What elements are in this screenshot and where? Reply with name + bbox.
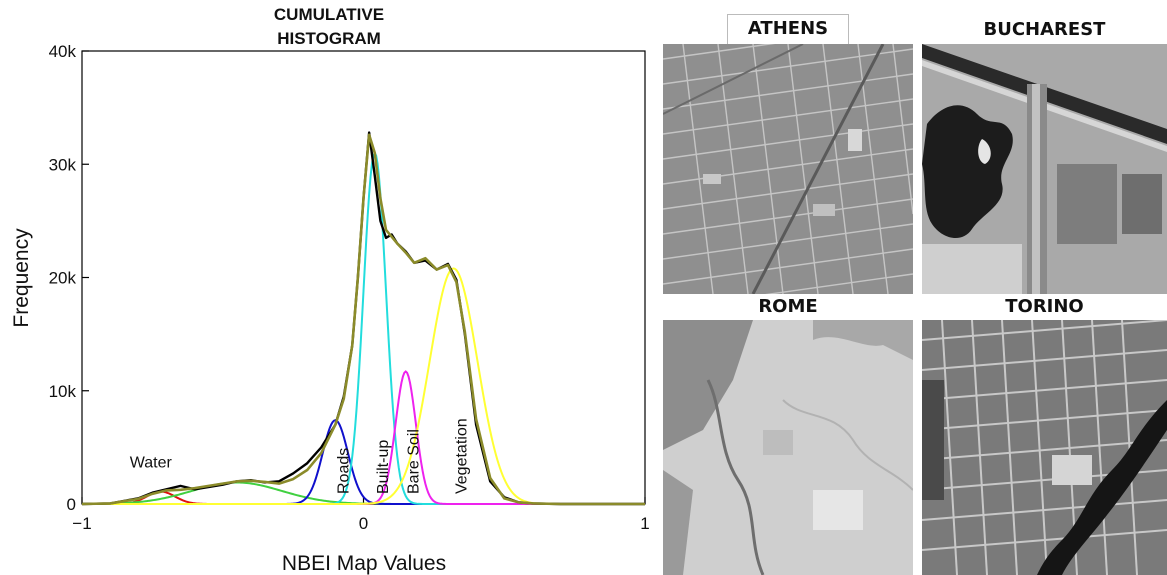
- x-tick-label: 1: [640, 514, 649, 533]
- bucharest-label: BUCHAREST: [983, 19, 1106, 40]
- component-label: Water: [130, 454, 173, 471]
- fit-line: [81, 133, 645, 506]
- y-tick-label: 40k: [49, 42, 77, 61]
- x-tick-label: 0: [359, 514, 368, 533]
- y-tick-label: 10k: [49, 382, 77, 401]
- y-tick-label: 20k: [49, 269, 77, 288]
- torino-label: TORINO: [1005, 296, 1084, 317]
- athens-satellite-image: [663, 44, 913, 294]
- chart-title-line-2: HISTOGRAM: [277, 29, 381, 48]
- component-label: Built-up: [375, 440, 392, 494]
- component-label: Vegetation: [454, 418, 471, 494]
- rome-satellite-image: [663, 320, 913, 575]
- x-tick-label: −1: [72, 514, 91, 533]
- chart-title-line-1: CUMULATIVE: [274, 5, 384, 24]
- athens-label: ATHENS: [747, 18, 829, 39]
- athens-label-box: [727, 14, 849, 46]
- bucharest-satellite-image: [922, 44, 1167, 294]
- component-label: Roads: [335, 448, 352, 494]
- component-label: Bare Soil: [406, 429, 423, 494]
- y-tick-label: 30k: [49, 155, 77, 174]
- component-curve: [82, 370, 645, 505]
- rome-label: ROME: [758, 296, 818, 317]
- y-tick-label: 0: [67, 495, 76, 514]
- y-axis-label: Frequency: [10, 228, 33, 328]
- x-axis-label: NBEI Map Values: [282, 552, 446, 575]
- torino-satellite-image: [922, 320, 1167, 575]
